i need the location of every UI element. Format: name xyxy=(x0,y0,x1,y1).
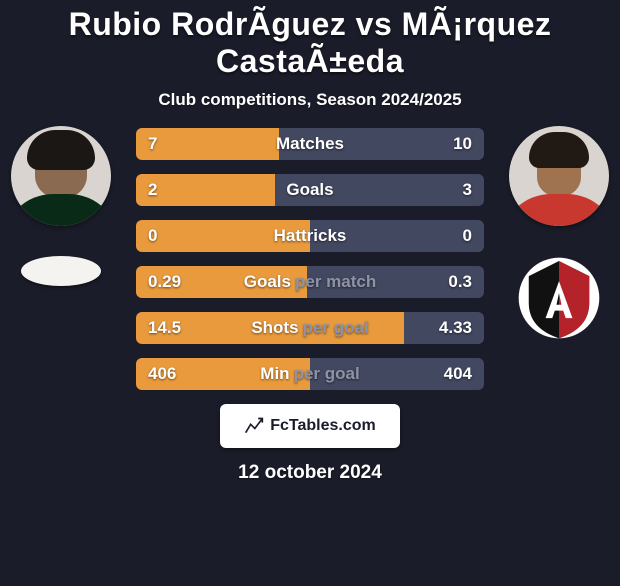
stat-value-left: 0 xyxy=(148,226,157,246)
stat-row: 406 Minper goal 404 xyxy=(136,358,484,390)
stat-value-right: 10 xyxy=(453,134,472,154)
stat-label: Goals xyxy=(286,180,333,200)
stat-value-left: 2 xyxy=(148,180,157,200)
stat-label: Shotsper goal xyxy=(251,318,368,338)
stat-label: Matches xyxy=(276,134,344,154)
stat-value-right: 0 xyxy=(463,226,472,246)
stat-value-left: 0.29 xyxy=(148,272,181,292)
club-left-logo xyxy=(21,256,101,286)
stat-value-right: 4.33 xyxy=(439,318,472,338)
player-right-column xyxy=(504,126,614,340)
player-left-column xyxy=(6,126,116,286)
subtitle: Club competitions, Season 2024/2025 xyxy=(0,90,620,110)
page-title: Rubio RodrÃ­guez vs MÃ¡rquez CastaÃ±eda xyxy=(0,6,620,80)
chart-icon xyxy=(244,416,264,436)
branding-badge: FcTables.com xyxy=(220,404,400,448)
player-right-avatar xyxy=(509,126,609,226)
stat-value-right: 0.3 xyxy=(448,272,472,292)
stat-label: Minper goal xyxy=(260,364,359,384)
stat-bars: 7 Matches 10 2 Goals 3 0 Hattricks 0 0.29 Goalsper… xyxy=(136,128,484,390)
stat-label: Hattricks xyxy=(274,226,347,246)
stat-row: 0.29 Goalsper match 0.3 xyxy=(136,266,484,298)
stat-row: 7 Matches 10 xyxy=(136,128,484,160)
stat-row: 14.5 Shotsper goal 4.33 xyxy=(136,312,484,344)
stat-value-right: 404 xyxy=(444,364,472,384)
stat-row: 2 Goals 3 xyxy=(136,174,484,206)
stat-value-right: 3 xyxy=(463,180,472,200)
stat-value-left: 7 xyxy=(148,134,157,154)
stat-value-left: 14.5 xyxy=(148,318,181,338)
stat-row: 0 Hattricks 0 xyxy=(136,220,484,252)
club-right-logo xyxy=(517,256,601,340)
branding-text: FcTables.com xyxy=(270,417,376,435)
stat-value-left: 406 xyxy=(148,364,176,384)
stat-label: Goalsper match xyxy=(244,272,377,292)
player-left-avatar xyxy=(11,126,111,226)
date-text: 12 october 2024 xyxy=(0,462,620,484)
